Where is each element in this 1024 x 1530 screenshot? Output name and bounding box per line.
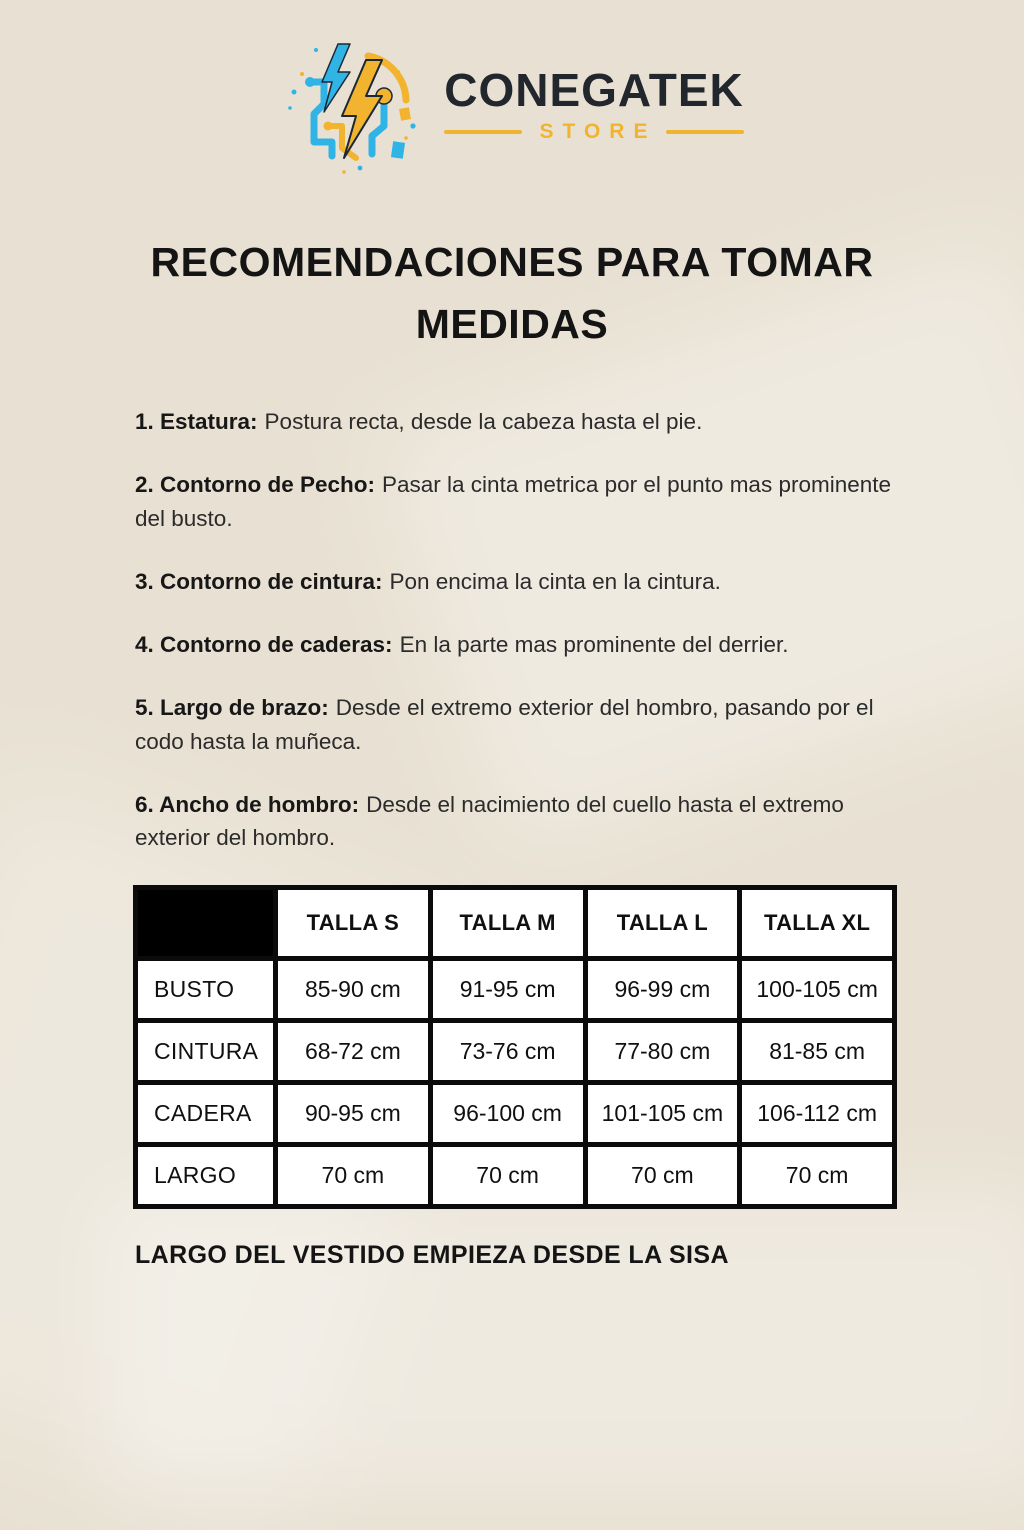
- size-table-row-label: LARGO: [133, 1141, 278, 1209]
- instruction-item-1: 1. Estatura: Postura recta, desde la cabe…: [135, 405, 910, 438]
- instruction-text: Postura recta, desde la cabeza hasta el …: [264, 409, 703, 434]
- size-table-row-label: BUSTO: [133, 955, 278, 1023]
- brand-wordmark: CONEGATEK STORE: [443, 63, 745, 144]
- instruction-text: Pasar la cinta metrica por el punto mas …: [135, 472, 892, 531]
- size-table-cell: 70 cm: [273, 1141, 433, 1209]
- size-table-column-header: TALLA XL: [737, 884, 897, 961]
- instruction-label: 4. Contorno de caderas:: [135, 632, 393, 658]
- size-table-row-label: CINTURA: [133, 1017, 278, 1085]
- size-table-cell: 70 cm: [427, 1141, 588, 1209]
- table-row: BUSTO 85-90 cm 91-95 cm 96-99 cm 100-105…: [133, 955, 897, 1023]
- table-row: CADERA 90-95 cm 96-100 cm 101-105 cm 106…: [133, 1079, 897, 1147]
- page-title: RECOMENDACIONES PARA TOMAR MEDIDAS: [150, 239, 874, 347]
- instruction-label: 3. Contorno de cintura:: [135, 568, 383, 594]
- size-table-cell: 70 cm: [582, 1141, 743, 1209]
- brand-header: CONEGATEK STORE: [0, 0, 1024, 180]
- size-table-column-header: TALLA M: [427, 884, 588, 961]
- size-table-cell: 73-76 cm: [427, 1017, 588, 1085]
- size-table-cell: 77-80 cm: [582, 1017, 743, 1085]
- instruction-text: En la parte mas prominente del derrier.: [399, 632, 789, 658]
- footer-note: LARGO DEL VESTIDO EMPIEZA DESDE LA SISA: [135, 1240, 729, 1269]
- instruction-label: 5. Largo de brazo:: [135, 695, 329, 721]
- instruction-text: Pon encima la cinta en la cintura.: [389, 568, 721, 594]
- instruction-item-2: 2. Contorno de Pecho: Pasar la cinta metr…: [135, 468, 910, 535]
- instruction-item-3: 3. Contorno de cintura: Pon encima la cin…: [135, 565, 910, 598]
- brand-dash-right: [666, 130, 745, 135]
- size-table-header-row: TALLA S TALLA M TALLA L TALLA XL: [133, 884, 897, 961]
- size-table-cell: 85-90 cm: [273, 955, 433, 1023]
- instruction-label: 6. Ancho de hombro:: [135, 792, 360, 818]
- brand-logo-icon: [287, 43, 416, 174]
- brand-subtitle-row: STORE: [443, 120, 745, 144]
- size-table: TALLA S TALLA M TALLA L TALLA XL BUSTO 8…: [133, 884, 897, 1209]
- instruction-label: 1. Estatura:: [135, 409, 258, 434]
- size-table-cell: 96-99 cm: [582, 955, 743, 1023]
- instruction-label: 2. Contorno de Pecho:: [135, 472, 376, 498]
- size-table-cell: 81-85 cm: [737, 1017, 897, 1085]
- size-table-column-header: TALLA S: [273, 884, 433, 961]
- instructions-list: 1. Estatura: Postura recta, desde la cabe…: [135, 405, 910, 855]
- size-table-cell: 90-95 cm: [273, 1079, 433, 1147]
- instruction-item-5: 5. Largo de brazo: Desde el extremo exter…: [135, 691, 910, 758]
- instruction-item-4: 4. Contorno de caderas: En la parte mas p…: [135, 628, 910, 661]
- brand-subtitle: STORE: [539, 120, 657, 144]
- background-light-streak: [100, 1191, 1024, 1491]
- table-row: CINTURA 68-72 cm 73-76 cm 77-80 cm 81-85…: [133, 1017, 897, 1085]
- brand-name: CONEGATEK: [444, 63, 744, 116]
- table-row: LARGO 70 cm 70 cm 70 cm 70 cm: [133, 1141, 897, 1209]
- instruction-text: Desde el extremo exterior del hombro, pa…: [135, 695, 874, 754]
- brand-dash-left: [443, 130, 522, 135]
- size-table-corner-cell: [133, 884, 278, 961]
- size-table-cell: 106-112 cm: [737, 1079, 897, 1147]
- size-table-cell: 96-100 cm: [427, 1079, 588, 1147]
- size-table-cell: 91-95 cm: [427, 955, 588, 1023]
- instruction-item-6: 6. Ancho de hombro: Desde el nacimiento d…: [135, 788, 910, 855]
- size-table-column-header: TALLA L: [582, 884, 743, 961]
- size-table-cell: 68-72 cm: [273, 1017, 433, 1085]
- size-table-row-label: CADERA: [133, 1079, 278, 1147]
- size-table-cell: 70 cm: [737, 1141, 897, 1209]
- size-table-cell: 100-105 cm: [737, 955, 897, 1023]
- size-table-cell: 101-105 cm: [582, 1079, 743, 1147]
- instruction-text: Desde el nacimiento del cuello hasta el …: [135, 792, 844, 851]
